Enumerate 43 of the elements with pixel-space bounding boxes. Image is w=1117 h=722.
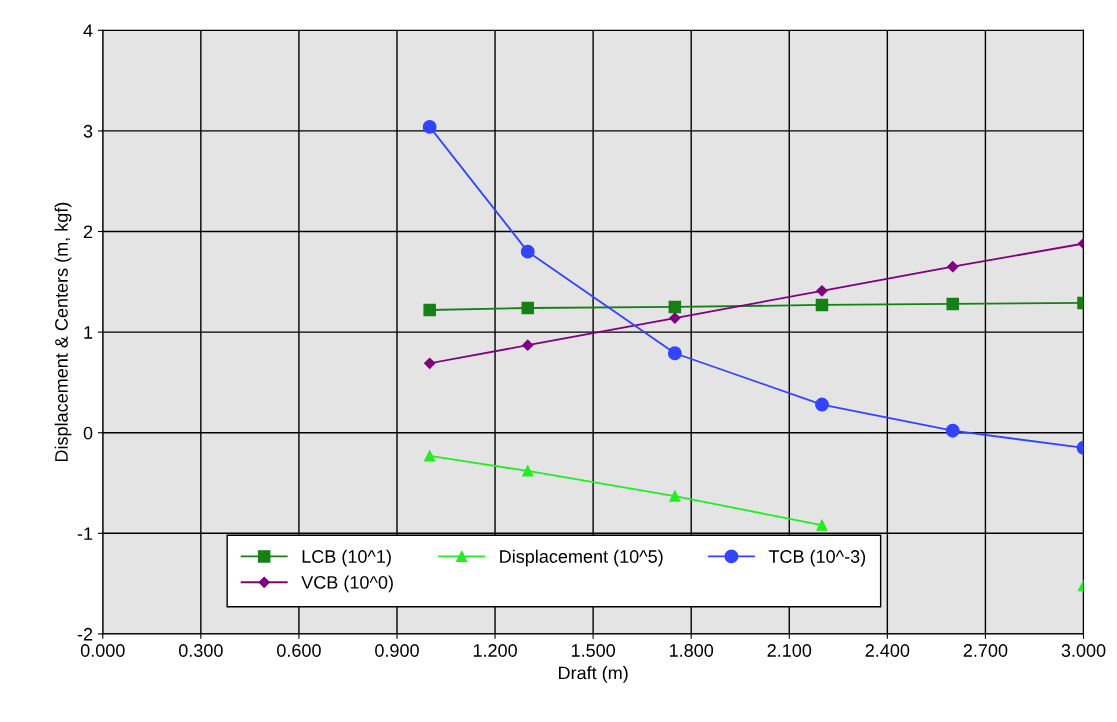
x-tick-label: 0.300 — [178, 644, 223, 657]
point — [522, 339, 534, 351]
point — [424, 450, 436, 462]
legend-label: LCB (10^1) — [302, 549, 391, 567]
point — [945, 423, 960, 438]
y-tick-label: 3 — [83, 124, 93, 138]
y-tick-label: 1 — [84, 326, 93, 339]
point — [520, 244, 535, 259]
y-tick-label: 2 — [83, 225, 93, 239]
point — [815, 298, 829, 312]
point — [423, 303, 436, 317]
y-tick-label: 4 — [83, 24, 93, 37]
point — [667, 346, 682, 361]
point — [521, 301, 534, 315]
x-axis-title: Draft (m) — [559, 666, 628, 683]
point — [422, 119, 437, 134]
legend-label: VCB (10^0) — [301, 575, 393, 593]
y-tick-label: -2 — [77, 627, 93, 641]
x-tick-label: 2.400 — [865, 644, 910, 657]
x-tick-label: 2.100 — [767, 644, 812, 657]
legend-label: Displacement (10^5) — [500, 549, 663, 567]
point — [669, 490, 681, 502]
point — [424, 357, 436, 369]
y-tick-label: 0 — [83, 426, 93, 440]
x-tick-label: 0.900 — [375, 644, 419, 657]
point — [947, 261, 959, 273]
point — [522, 465, 534, 477]
x-tick-label: 2.700 — [963, 644, 1008, 657]
legend-label: TCB (10^-3) — [768, 549, 866, 567]
point — [946, 297, 959, 311]
x-tick-label: 1.200 — [473, 644, 517, 657]
point — [668, 300, 682, 314]
point — [816, 285, 828, 297]
x-tick-label: 1.800 — [669, 644, 714, 657]
point — [815, 397, 829, 412]
point — [816, 519, 828, 531]
x-tick-label: 3.000 — [1061, 644, 1106, 657]
y-axis-title: Displacement & Centers (m, kgf) — [54, 202, 72, 462]
y-tick-label: -1 — [77, 527, 93, 540]
x-tick-label: 0.000 — [80, 644, 125, 657]
x-tick-label: 0.600 — [277, 644, 321, 657]
x-tick-label: 1.500 — [571, 644, 616, 657]
point — [669, 312, 681, 324]
